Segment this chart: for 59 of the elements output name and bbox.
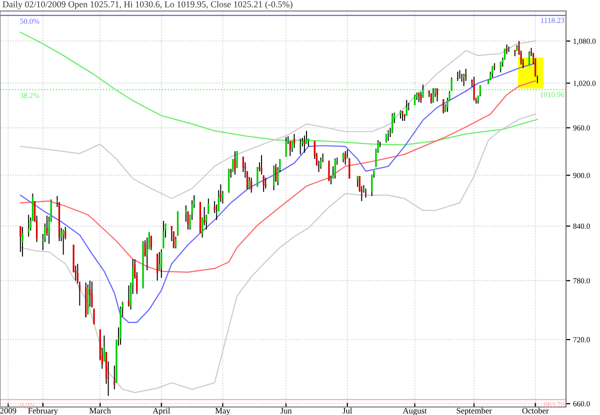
- candlestick: [248, 176, 250, 190]
- candlestick: [62, 229, 64, 256]
- candlestick: [328, 160, 330, 182]
- candlestick: [436, 88, 438, 102]
- candlestick: [250, 177, 252, 194]
- candlestick: [28, 214, 30, 238]
- candlestick: [89, 280, 91, 308]
- candlestick: [272, 165, 275, 191]
- candlestick: [150, 235, 152, 251]
- candlestick: [228, 168, 230, 194]
- candlestick: [456, 71, 459, 82]
- candlestick: [93, 308, 95, 325]
- candlestick: [450, 76, 452, 92]
- x-tick-label: 2009: [0, 408, 16, 414]
- x-tick-label: April: [152, 408, 170, 415]
- candlestick: [160, 248, 162, 278]
- candlestick: [256, 166, 258, 188]
- candlestick: [234, 150, 236, 175]
- candlestick: [114, 365, 116, 390]
- candlestick: [320, 157, 322, 170]
- candlestick: [473, 76, 475, 102]
- candlestick: [128, 284, 130, 308]
- candlestick: [293, 133, 296, 148]
- candlestick: [500, 61, 502, 73]
- candlestick: [185, 204, 187, 222]
- candlestick: [162, 220, 164, 249]
- candlestick: [463, 73, 465, 87]
- candlestick: [22, 226, 24, 257]
- candlestick: [492, 66, 494, 78]
- candlestick: [91, 281, 93, 308]
- candlestick: [342, 152, 344, 163]
- candlestick: [156, 253, 158, 282]
- x-tick-label: May: [215, 408, 230, 415]
- x-tick-label: Jul: [342, 408, 352, 414]
- x-tick-label: October: [522, 408, 549, 414]
- candlestick: [300, 138, 302, 155]
- candlestick: [304, 135, 306, 154]
- candlestick: [172, 230, 174, 249]
- candlestick: [387, 130, 390, 142]
- x-tick-label: February: [28, 408, 58, 415]
- candlestick: [371, 174, 373, 197]
- candlestick: [442, 98, 444, 114]
- candlestick: [20, 226, 22, 252]
- chart-title: Daily 02/10/2009 Open 1025.71, Hi 1030.6, Lo 1019.95, Close 1025.21 (-0.5%): [2, 1, 292, 10]
- candlestick: [285, 136, 287, 158]
- candlestick: [208, 198, 210, 214]
- candlestick: [528, 50, 530, 66]
- candlestick: [402, 110, 404, 122]
- candlestick: [289, 140, 291, 156]
- x-tick-label: March: [89, 408, 111, 414]
- x-tick-label: September: [456, 408, 492, 415]
- x-tick-label: Jun: [280, 408, 292, 414]
- candlestick: [479, 84, 481, 97]
- candlestick: [418, 92, 420, 103]
- x-tick-label: August: [402, 408, 427, 415]
- candlestick: [344, 150, 346, 166]
- candlestick: [334, 158, 336, 180]
- candlestick: [392, 112, 394, 134]
- candlestick: [260, 154, 262, 175]
